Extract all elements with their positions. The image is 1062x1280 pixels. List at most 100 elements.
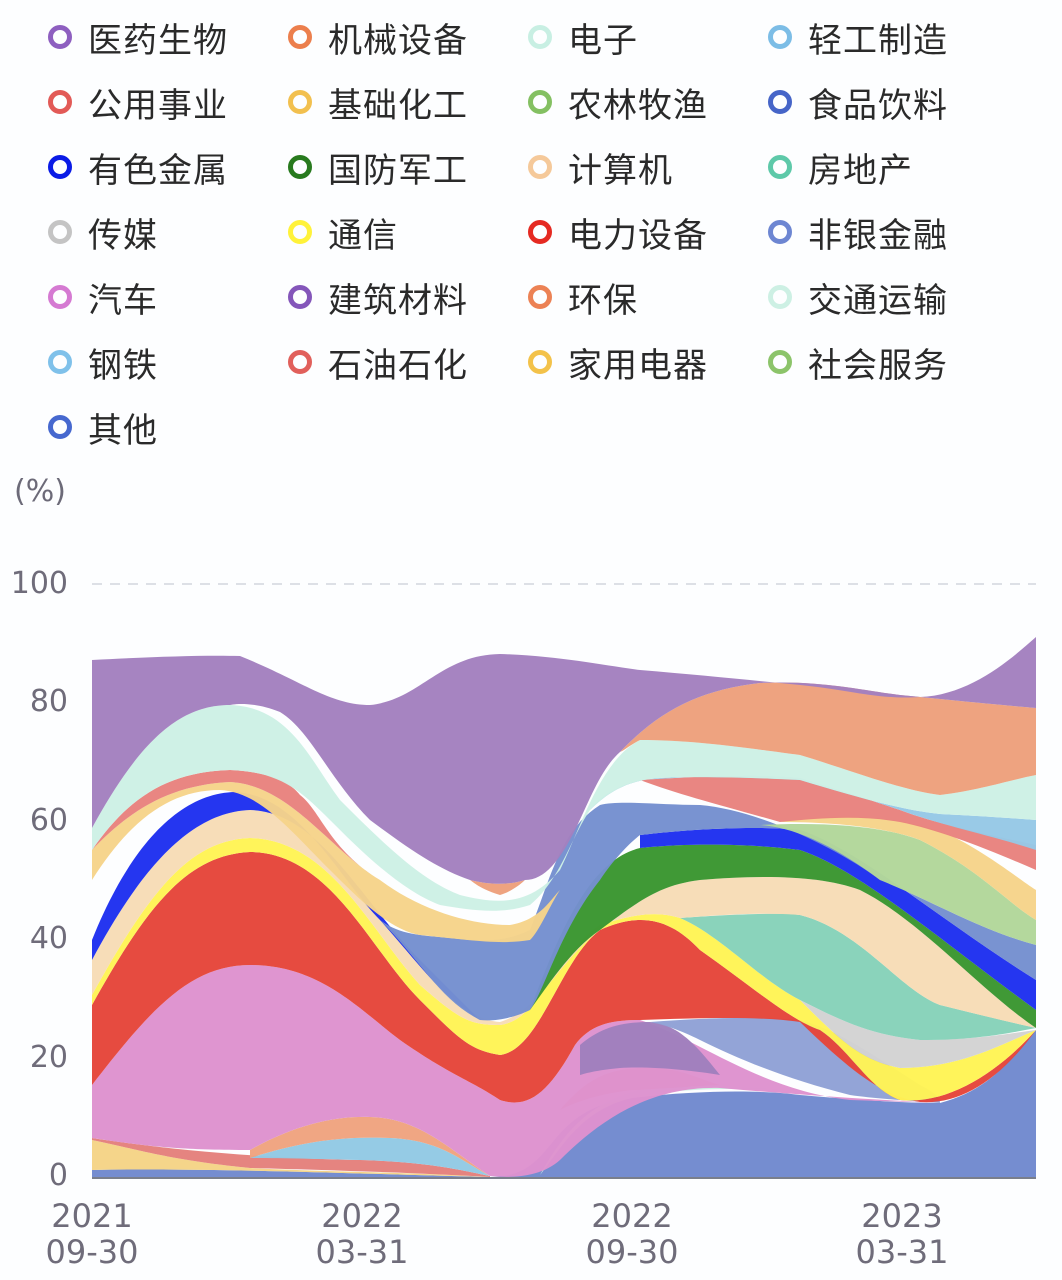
- legend-ring-icon: [528, 220, 552, 244]
- legend-label: 石油石化: [328, 345, 468, 386]
- area-band: [92, 1030, 1036, 1177]
- x-tick-year: 2021: [51, 1197, 133, 1235]
- legend-label: 建筑材料: [328, 280, 468, 321]
- y-axis-unit: (%): [14, 474, 66, 509]
- area-band: [650, 1017, 940, 1103]
- legend-ring-icon: [768, 25, 792, 49]
- legend-item[interactable]: 其他: [48, 402, 158, 452]
- legend-ring-icon: [48, 155, 72, 179]
- legend-item[interactable]: 食品饮料: [768, 77, 948, 127]
- legend-item[interactable]: 基础化工: [288, 77, 468, 127]
- x-tick-year: 2023: [861, 1197, 943, 1235]
- legend-label: 交通运输: [808, 280, 948, 321]
- legend-label: 钢铁: [88, 345, 158, 386]
- legend-item[interactable]: 社会服务: [768, 337, 948, 387]
- area-band: [760, 823, 1036, 945]
- legend-ring-icon: [48, 415, 72, 439]
- legend-label: 其他: [88, 410, 158, 451]
- legend-item[interactable]: 医药生物: [48, 12, 228, 62]
- area-band: [92, 770, 1036, 880]
- area-band: [92, 705, 1036, 911]
- legend-ring-icon: [768, 350, 792, 374]
- x-tick-date: 03-31: [315, 1233, 409, 1271]
- legend-item[interactable]: 国防军工: [288, 142, 468, 192]
- area-band: [92, 1138, 490, 1177]
- legend-ring-icon: [48, 285, 72, 309]
- y-tick-100: 100: [10, 566, 68, 601]
- x-tick-2022-03-31: 2022 03-31: [292, 1198, 432, 1270]
- legend-item[interactable]: 机械设备: [288, 12, 468, 62]
- legend-label: 汽车: [88, 280, 158, 321]
- legend-item[interactable]: 建筑材料: [288, 272, 468, 322]
- legend-ring-icon: [768, 285, 792, 309]
- y-tick-80: 80: [29, 684, 68, 719]
- legend-ring-icon: [48, 220, 72, 244]
- area-band: [530, 844, 1036, 1028]
- legend-label: 社会服务: [808, 345, 948, 386]
- area-band: [250, 1137, 490, 1176]
- legend-item[interactable]: 交通运输: [768, 272, 948, 322]
- area-band: [92, 637, 1036, 884]
- legend-label: 农林牧渔: [568, 85, 708, 126]
- area-band: [470, 682, 1036, 895]
- legend-item[interactable]: 公用事业: [48, 77, 228, 127]
- legend-ring-icon: [768, 220, 792, 244]
- legend-ring-icon: [528, 285, 552, 309]
- legend-label: 轻工制造: [808, 20, 948, 61]
- y-tick-0: 0: [48, 1158, 68, 1193]
- legend-label: 公用事业: [88, 85, 228, 126]
- legend-label: 通信: [328, 215, 398, 256]
- area-band: [92, 792, 1036, 1020]
- legend-item[interactable]: 农林牧渔: [528, 77, 708, 127]
- area-band: [92, 1140, 490, 1177]
- area-band: [680, 913, 1036, 1040]
- x-tick-2021-09-30: 2021 09-30: [22, 1198, 162, 1270]
- legend-ring-icon: [288, 90, 312, 114]
- y-tick-60: 60: [29, 803, 68, 838]
- legend-item[interactable]: 电子: [528, 12, 638, 62]
- area-band: [800, 1000, 1036, 1068]
- legend-ring-icon: [528, 350, 552, 374]
- area-band: [92, 838, 1036, 1101]
- legend-item[interactable]: 环保: [528, 272, 638, 322]
- legend-label: 电子: [568, 20, 638, 61]
- legend-label: 传媒: [88, 215, 158, 256]
- area-band: [580, 1022, 720, 1075]
- legend-ring-icon: [528, 90, 552, 114]
- legend-label: 有色金属: [88, 150, 228, 191]
- legend-label: 房地产: [808, 150, 913, 191]
- legend-ring-icon: [528, 25, 552, 49]
- legend-item[interactable]: 有色金属: [48, 142, 228, 192]
- legend-item[interactable]: 传媒: [48, 207, 158, 257]
- area-band: [92, 782, 1036, 943]
- legend-ring-icon: [48, 25, 72, 49]
- legend-label: 食品饮料: [808, 85, 948, 126]
- legend-ring-icon: [768, 155, 792, 179]
- legend-label: 医药生物: [88, 20, 228, 61]
- legend-label: 环保: [568, 280, 638, 321]
- legend-label: 机械设备: [328, 20, 468, 61]
- legend-item[interactable]: 房地产: [768, 142, 913, 192]
- legend-ring-icon: [288, 350, 312, 374]
- legend-label: 家用电器: [568, 345, 708, 386]
- legend-ring-icon: [288, 25, 312, 49]
- x-tick-date: 09-30: [45, 1233, 139, 1271]
- x-tick-year: 2022: [321, 1197, 403, 1235]
- legend-ring-icon: [48, 90, 72, 114]
- legend-ring-icon: [288, 155, 312, 179]
- legend-item[interactable]: 钢铁: [48, 337, 158, 387]
- legend-item[interactable]: 汽车: [48, 272, 158, 322]
- legend-item[interactable]: 非银金融: [768, 207, 948, 257]
- legend-item[interactable]: 电力设备: [528, 207, 708, 257]
- legend-ring-icon: [48, 350, 72, 374]
- y-tick-40: 40: [29, 921, 68, 956]
- legend-label: 基础化工: [328, 85, 468, 126]
- legend-item[interactable]: 石油石化: [288, 337, 468, 387]
- x-tick-2022-09-30: 2022 09-30: [562, 1198, 702, 1270]
- legend-item[interactable]: 通信: [288, 207, 398, 257]
- legend-item[interactable]: 轻工制造: [768, 12, 948, 62]
- area-bands: [92, 637, 1036, 1177]
- legend-item[interactable]: 家用电器: [528, 337, 708, 387]
- legend-item[interactable]: 计算机: [528, 142, 673, 192]
